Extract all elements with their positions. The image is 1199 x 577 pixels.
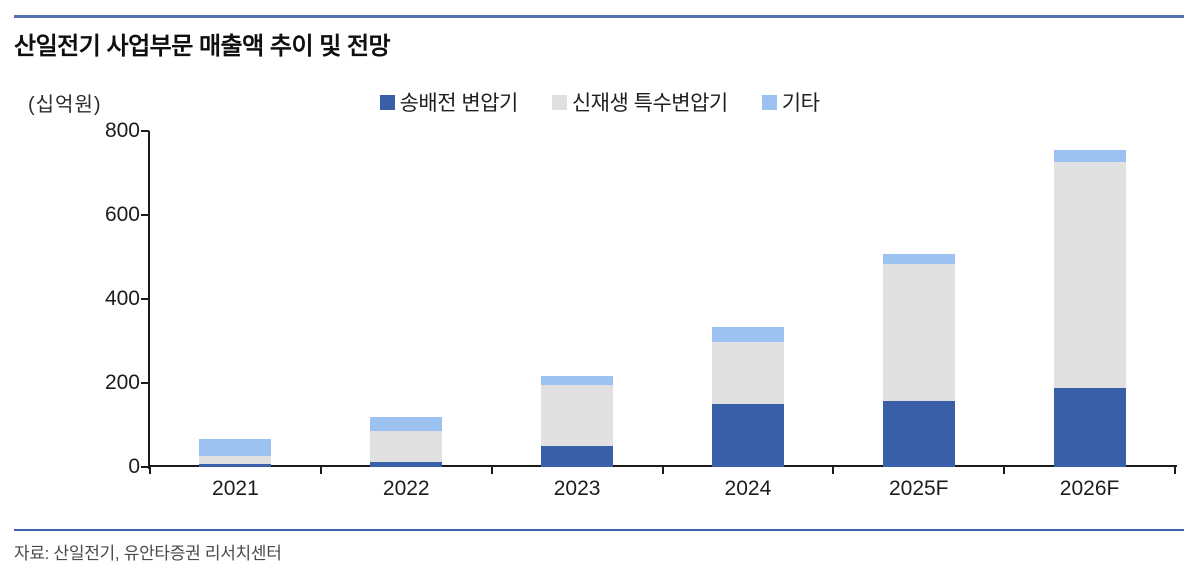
legend-swatch-icon [379, 94, 395, 110]
bar-segment [541, 446, 614, 467]
plot-area [150, 131, 1175, 467]
bar-segment [541, 385, 614, 446]
y-tick-label: 0 [128, 455, 140, 478]
x-tick [149, 467, 151, 474]
legend-label: 송배전 변압기 [399, 92, 519, 115]
x-tick-label: 2023 [553, 477, 601, 500]
bar-segment [370, 430, 443, 462]
stacked-bar-2023 [541, 376, 614, 467]
legend-label: 신재생 특수변압기 [571, 92, 728, 115]
legend-item-1: 신재생 특수변압기 [551, 87, 728, 117]
y-tick [141, 382, 149, 384]
bar-segment [541, 376, 614, 386]
x-tick [661, 467, 664, 474]
x-tick [490, 467, 493, 474]
y-tick [141, 214, 149, 216]
x-tick-label: 2026F [1059, 477, 1120, 500]
bar-segment [882, 264, 955, 402]
x-tick [1174, 467, 1176, 474]
bar-segment [370, 461, 443, 467]
stacked-bar-2022 [370, 417, 443, 467]
y-tick [141, 466, 149, 468]
legend-swatch-icon [761, 94, 777, 110]
bar-segment [882, 254, 955, 265]
footer-divider [14, 529, 1184, 531]
y-tick-label: 800 [104, 119, 140, 142]
bar-segment [1053, 388, 1126, 467]
stacked-bar-2026F [1053, 149, 1126, 467]
y-tick [141, 298, 149, 300]
bar-segment [882, 401, 955, 467]
x-tick [1003, 467, 1006, 474]
y-tick-label: 200 [104, 371, 140, 394]
stacked-bar-2021 [199, 438, 272, 467]
legend-swatch-icon [551, 94, 567, 110]
bar-segment [199, 463, 272, 467]
stacked-bar-2025F [882, 254, 955, 467]
x-axis-line [148, 465, 1177, 467]
x-tick [832, 467, 835, 474]
bar-segment [199, 455, 272, 464]
bar-segment [370, 417, 443, 431]
y-tick-label: 600 [104, 203, 140, 226]
chart-legend: 송배전 변압기 신재생 특수변압기 기타 [0, 87, 1199, 117]
top-divider [14, 15, 1184, 18]
bar-segment [1053, 149, 1126, 163]
x-tick-label: 2024 [724, 477, 772, 500]
legend-item-0: 송배전 변압기 [379, 87, 519, 117]
bar-segment [199, 438, 272, 456]
legend-item-2: 기타 [761, 87, 820, 117]
x-tick [319, 467, 322, 474]
figure-title: 산일전기 사업부문 매출액 추이 및 전망 [14, 33, 391, 60]
bar-segment [711, 341, 784, 404]
y-tick [141, 130, 149, 132]
x-tick-label: 2025F [888, 477, 949, 500]
bar-segment [711, 404, 784, 467]
y-axis-unit-label: (십억원) [28, 94, 102, 116]
source-note: 자료: 산일전기, 유안타증권 리서치센터 [14, 544, 282, 563]
legend-label: 기타 [781, 92, 820, 115]
y-axis-line [148, 131, 150, 469]
x-tick-label: 2021 [212, 477, 259, 500]
bar-segment [711, 326, 784, 342]
stacked-bar-2024 [711, 326, 784, 467]
x-tick-label: 2022 [382, 477, 430, 500]
y-tick-label: 400 [104, 287, 140, 310]
bar-segment [1053, 162, 1126, 389]
